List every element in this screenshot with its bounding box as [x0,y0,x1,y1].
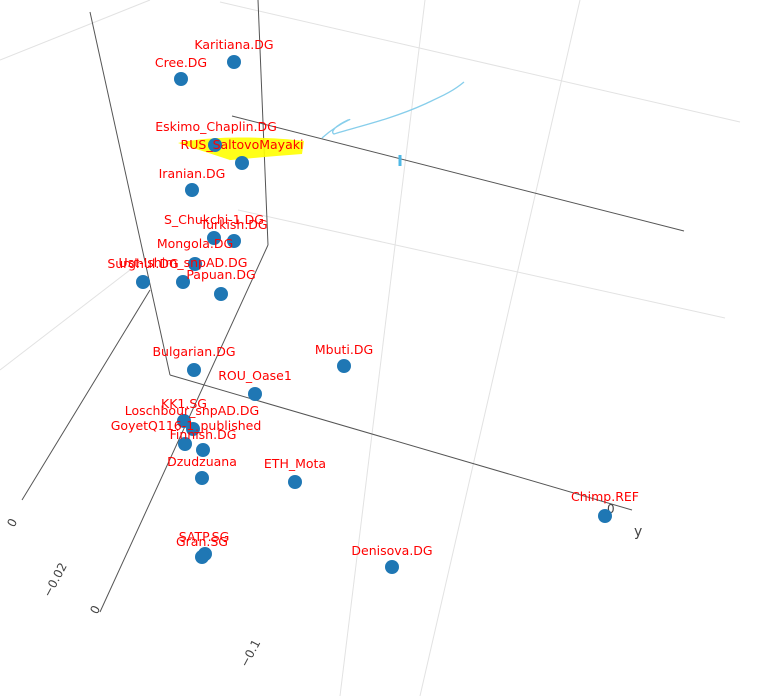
axis-lines [21,0,685,613]
handdrawn-stroke [321,81,465,139]
data-point-label: Iranian.DG [159,166,226,181]
data-point-label: Dzudzuana [167,454,237,469]
data-point-label: Denisova.DG [351,543,432,558]
data-point-label: Bulgarian.DG [152,344,235,359]
tick-label: 0 [607,502,615,516]
data-point-label: RUS_SaltovoMayaki [181,137,304,152]
data-point-marker[interactable] [207,231,221,245]
data-point-label: Eskimo_Chaplin.DG [155,119,277,134]
data-point-marker[interactable] [174,72,188,86]
data-point-label: Cree.DG [155,55,207,70]
data-point-marker[interactable] [195,471,209,485]
data-point-label: GoyetQ116-1_published [111,418,262,433]
data-point-marker[interactable] [195,550,209,564]
axis-line-back [231,115,685,232]
data-point-marker[interactable] [288,475,302,489]
data-point-label: Karitiana.DG [194,37,273,52]
data-point-marker[interactable] [214,287,228,301]
data-point-label: KK1.SG [161,396,207,411]
data-point-label: Chimp.REF [571,489,639,504]
data-point-label: S_Chukchi-1.DG [164,212,264,227]
data-point-marker[interactable] [208,138,222,152]
data-point-label: Papuan.DG [186,267,255,282]
data-point-marker[interactable] [186,422,200,436]
data-point-marker[interactable] [178,437,192,451]
data-point-marker[interactable] [176,275,190,289]
tick-label: 0 [87,603,103,616]
point-labels: Karitiana.DG Cree.DG Eskimo_Chaplin.DG RUS_… [107,37,639,558]
tick-labels: 0 −0.02 0 −0.1 0 y [4,502,642,669]
data-point-marker[interactable] [227,234,241,248]
axis-line-vertical [257,0,269,246]
point-markers [136,55,612,574]
data-point-marker[interactable] [187,363,201,377]
data-point-label: Gran.SG [176,534,228,549]
data-point-label: Finnish.DG [170,427,237,442]
data-point-marker[interactable] [598,509,612,523]
data-point-label: SATP.SG [179,529,230,544]
data-point-label: Mbuti.DG [315,342,373,357]
data-point-marker[interactable] [196,443,210,457]
annotations [321,81,465,166]
data-point-label: ROU_Oase1 [218,368,292,383]
tick-label: 0 [4,516,20,529]
data-point-marker[interactable] [385,560,399,574]
data-point-marker[interactable] [248,387,262,401]
data-point-marker[interactable] [188,257,202,271]
data-point-marker[interactable] [177,414,191,428]
data-point-marker[interactable] [185,183,199,197]
data-point-marker[interactable] [227,55,241,69]
data-point-label: Surghul.DG [107,256,178,271]
data-point-marker[interactable] [337,359,351,373]
axis-line-side [21,289,151,501]
data-point-label: Ust-Ishim_snpAD.DG [119,255,248,270]
data-point-marker[interactable] [136,275,150,289]
data-point-label: Turkish.DG [199,217,267,232]
data-point-label: Mongola.DG [157,236,233,251]
axis-line-front [169,374,633,511]
data-point-marker[interactable] [235,156,249,170]
data-point-label: Loschbour_snpAD.DG [125,403,259,418]
axis-line-left [89,11,171,376]
axis-title-y: y [634,524,642,540]
axis-line-diagonal [99,244,269,613]
data-point-label: ETH_Mota [264,456,326,471]
tick-label: −0.1 [237,637,263,669]
grid-lines [0,0,741,696]
tick-label: −0.02 [40,560,70,599]
